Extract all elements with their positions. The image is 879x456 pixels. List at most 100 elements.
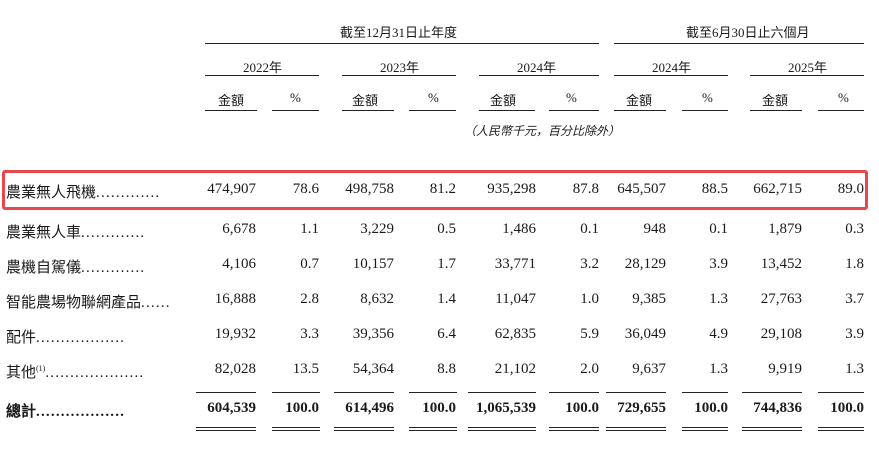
year-header-2022: 2022年 <box>243 60 283 75</box>
row-label: 農機自駕儀............. <box>6 256 145 277</box>
row-label-text: 配件 <box>6 330 37 346</box>
amount-cell: 11,047 <box>495 291 536 307</box>
percent-cell: 78.6 <box>292 181 319 197</box>
percent-cell: 87.8 <box>572 181 599 197</box>
row-label: 配件.................. <box>6 326 125 347</box>
amount-cell: 54,364 <box>352 361 394 377</box>
percent-cell: 1.0 <box>580 291 599 307</box>
total-top-rule <box>334 392 394 393</box>
amount-cell: 9,637 <box>632 361 666 377</box>
col-rule <box>682 110 728 111</box>
period-header-six-months: 截至6月30日止六個月 <box>686 25 810 40</box>
period-rule-year-end <box>205 43 599 44</box>
amount-cell: 1,486 <box>502 221 536 237</box>
year-rule-2024 <box>479 75 599 76</box>
percent-cell: 0.1 <box>709 221 728 237</box>
percent-cell: 100.0 <box>285 400 319 416</box>
percent-cell: 3.9 <box>845 326 864 342</box>
amount-cell: 39,356 <box>352 326 394 342</box>
row-label-text: 其他 <box>6 365 37 381</box>
col-rule <box>549 110 599 111</box>
amount-cell: 614,496 <box>345 400 394 416</box>
row-label: 總計.................. <box>6 400 125 421</box>
percent-cell: 6.4 <box>437 326 456 342</box>
amount-cell: 9,919 <box>768 361 802 377</box>
amount-cell: 498,758 <box>345 181 394 197</box>
year-header-2024: 2024年 <box>517 60 557 75</box>
total-double-rule <box>468 427 536 431</box>
amount-cell: 9,385 <box>632 291 666 307</box>
amount-cell: 6,678 <box>222 221 256 237</box>
col-header-percent: % <box>428 90 439 105</box>
leader-dots: .................... <box>45 365 145 381</box>
col-header-percent: % <box>290 90 301 105</box>
amount-cell: 645,507 <box>617 181 666 197</box>
total-double-rule <box>334 427 394 431</box>
percent-cell: 0.3 <box>845 221 864 237</box>
percent-cell: 1.4 <box>437 291 456 307</box>
row-label: 農業無人車............. <box>6 221 145 242</box>
col-header-amount: 金額 <box>490 93 517 108</box>
year-rule-2022 <box>205 75 319 76</box>
percent-cell: 100.0 <box>694 400 728 416</box>
total-double-rule <box>606 427 666 431</box>
total-double-rule <box>272 427 320 431</box>
percent-cell: 100.0 <box>565 400 599 416</box>
year-header-2023: 2023年 <box>380 60 420 75</box>
percent-cell: 13.5 <box>292 361 319 377</box>
amount-cell: 82,028 <box>214 361 256 377</box>
percent-cell: 1.3 <box>845 361 864 377</box>
unit-note: （人民幣千元，百分比除外） <box>464 124 621 138</box>
percent-cell: 0.1 <box>580 221 599 237</box>
amount-cell: 62,835 <box>494 326 536 342</box>
percent-cell: 2.8 <box>300 291 319 307</box>
percent-cell: 1.3 <box>709 361 728 377</box>
row-label: 智能農場物聯網產品...... <box>6 291 171 312</box>
total-top-rule <box>409 392 457 393</box>
amount-cell: 19,932 <box>214 326 256 342</box>
amount-cell: 935,298 <box>487 181 536 197</box>
amount-cell: 4,106 <box>222 256 256 272</box>
total-top-rule <box>549 392 599 393</box>
col-rule <box>205 110 257 111</box>
amount-cell: 33,771 <box>494 256 536 272</box>
row-label-text: 農機自駕儀 <box>6 260 82 276</box>
year-rule-2023 <box>342 75 456 76</box>
total-top-rule <box>606 392 666 393</box>
year-rule-2024-h1 <box>614 75 728 76</box>
col-header-amount: 金額 <box>218 93 245 108</box>
period-header-year-end: 截至12月31日止年度 <box>340 25 458 40</box>
total-double-rule <box>682 427 728 431</box>
col-rule <box>342 110 394 111</box>
amount-cell: 16,888 <box>214 291 256 307</box>
percent-cell: 100.0 <box>830 400 864 416</box>
period-rule-six-months <box>614 43 864 44</box>
percent-cell: 88.5 <box>701 181 728 197</box>
leader-dots: .................. <box>36 330 126 346</box>
col-header-percent: % <box>566 90 577 105</box>
amount-cell: 36,049 <box>624 326 666 342</box>
row-label: 農業無人飛機............. <box>6 181 160 202</box>
year-header-2025-h1: 2025年 <box>788 60 828 75</box>
percent-cell: 3.9 <box>709 256 728 272</box>
amount-cell: 948 <box>643 221 667 237</box>
col-header-amount: 金額 <box>626 93 653 108</box>
total-top-rule <box>742 392 802 393</box>
amount-cell: 10,157 <box>352 256 394 272</box>
col-header-percent: % <box>702 90 713 105</box>
amount-cell: 474,907 <box>207 181 256 197</box>
percent-cell: 8.8 <box>437 361 456 377</box>
percent-cell: 1.7 <box>437 256 456 272</box>
row-label-text: 總計 <box>6 404 37 420</box>
amount-cell: 744,836 <box>753 400 802 416</box>
leader-dots: ............. <box>81 260 146 276</box>
amount-cell: 27,763 <box>760 291 802 307</box>
leader-dots: ............. <box>81 225 146 241</box>
footnote-marker: (1) <box>36 364 46 373</box>
total-top-rule <box>272 392 320 393</box>
row-label: 其他(1).................... <box>6 361 144 382</box>
col-rule <box>818 110 864 111</box>
row-label-text: 智能農場物聯網產品 <box>6 295 142 311</box>
total-top-rule <box>682 392 728 393</box>
row-label-text: 農業無人飛機 <box>6 185 97 201</box>
